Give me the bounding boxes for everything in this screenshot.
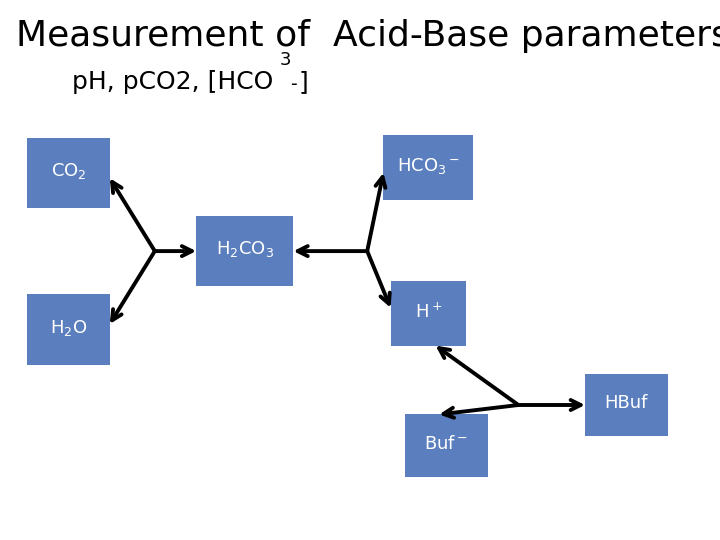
FancyBboxPatch shape [405,415,488,477]
FancyBboxPatch shape [585,374,668,436]
Text: ]: ] [299,70,309,94]
Text: Buf$^-$: Buf$^-$ [424,435,469,453]
Text: H$_2$CO$_3$: H$_2$CO$_3$ [216,239,274,260]
Text: HCO$_3$$^-$: HCO$_3$$^-$ [397,156,460,176]
Text: CO$_2$: CO$_2$ [50,161,86,181]
FancyBboxPatch shape [27,294,109,364]
FancyBboxPatch shape [383,135,474,200]
Text: H$_2$O: H$_2$O [50,318,87,338]
Text: HBuf: HBuf [605,394,648,413]
Text: pH, pCO2, [HCO: pH, pCO2, [HCO [72,70,274,94]
Text: Measurement of  Acid-Base parameters: Measurement of Acid-Base parameters [16,19,720,53]
Text: -: - [290,75,297,93]
Text: H$^+$: H$^+$ [415,302,442,321]
FancyBboxPatch shape [196,216,294,286]
Text: 3: 3 [279,51,291,69]
FancyBboxPatch shape [27,138,109,208]
FancyBboxPatch shape [390,281,467,346]
